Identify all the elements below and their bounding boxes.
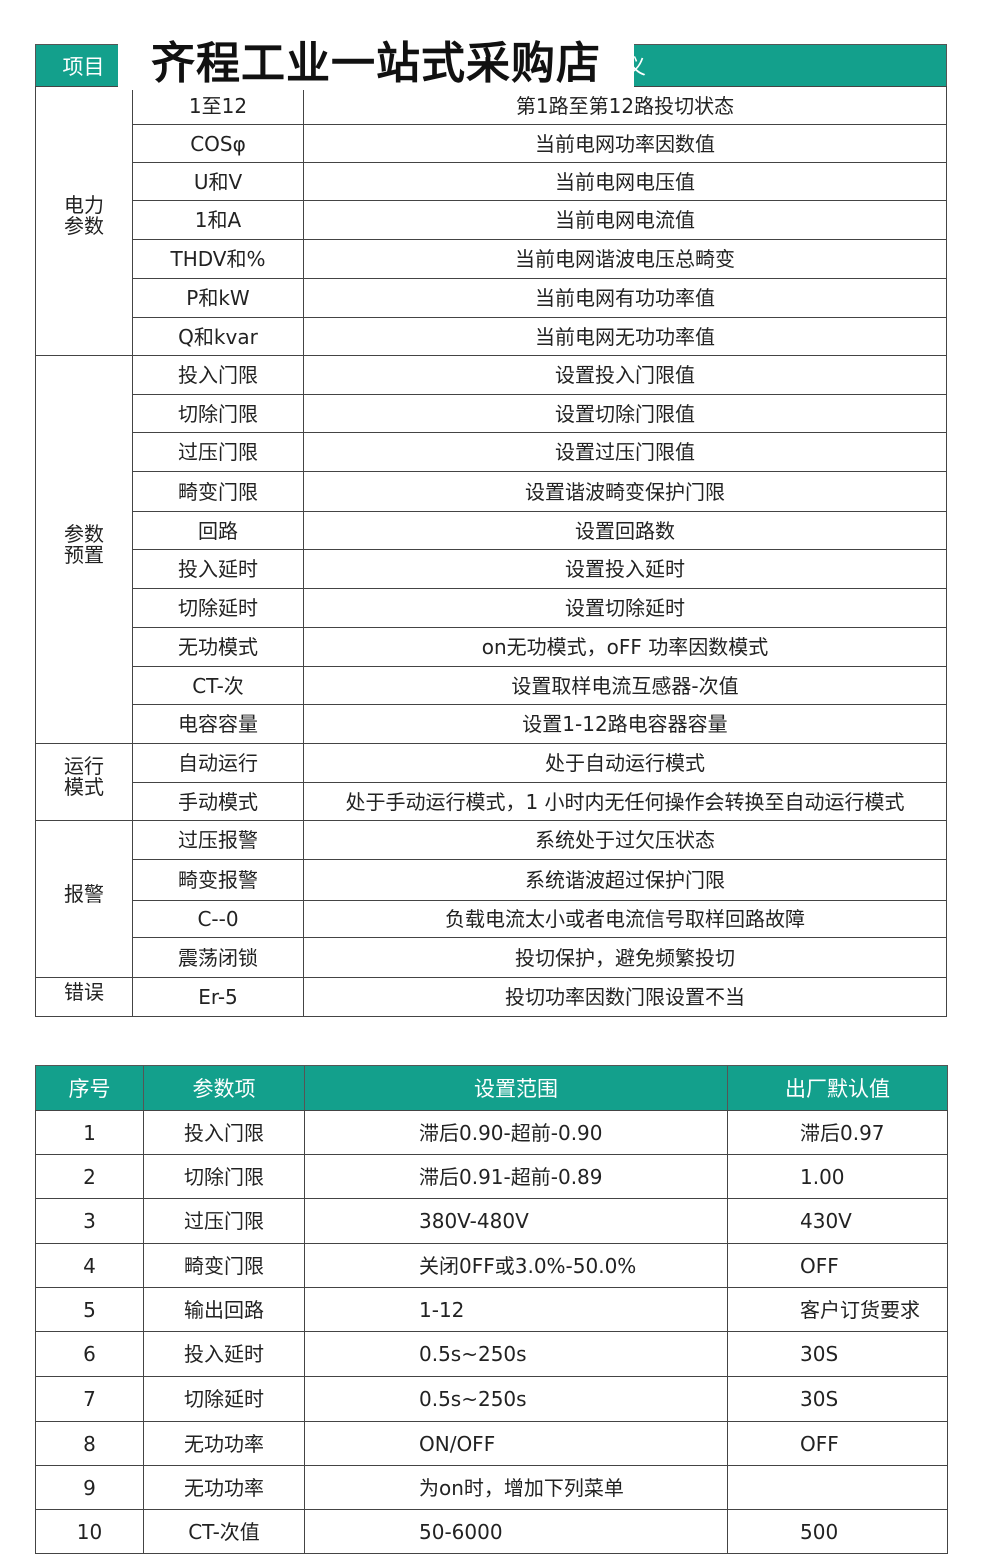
meaning-cell: 设置谐波畸变保护门限 (303, 471, 947, 512)
parameter-cell: 投入门限 (143, 1110, 305, 1155)
meaning-cell: 投切保护，避免频繁投切 (303, 937, 947, 978)
default-cell: 500 (727, 1509, 948, 1554)
index-cell: 2 (35, 1154, 144, 1199)
item-cell: C--0 (132, 900, 304, 938)
item-cell: P和kW (132, 278, 304, 318)
item-cell: 切除延时 (132, 588, 304, 628)
parameter-cell: 畸变门限 (143, 1243, 305, 1288)
item-cell: 投入门限 (132, 355, 304, 395)
default-cell: OFF (727, 1421, 948, 1466)
index-cell: 4 (35, 1243, 144, 1288)
parameter-cell: 切除延时 (143, 1376, 305, 1422)
meaning-cell: 投切功率因数门限设置不当 (303, 977, 947, 1017)
item-cell: 自动运行 (132, 743, 304, 783)
group-label: 电力 参数 (35, 86, 133, 356)
store-title-watermark: 齐程工业一站式采购店 (118, 28, 634, 90)
item-cell: CT-次 (132, 666, 304, 705)
index-cell: 6 (35, 1331, 144, 1377)
index-cell: 10 (35, 1509, 144, 1554)
item-cell: 1至12 (132, 86, 304, 125)
parameter-cell: 无功功率 (143, 1421, 305, 1466)
meaning-cell: 系统谐波超过保护门限 (303, 859, 947, 901)
parameter-cell: 切除门限 (143, 1154, 305, 1199)
meaning-cell: 设置投入门限值 (303, 355, 947, 395)
meaning-cell: 设置过压门限值 (303, 432, 947, 472)
header-col-3: 出厂默认值 (727, 1065, 948, 1111)
parameter-cell: 投入延时 (143, 1331, 305, 1377)
index-cell: 3 (35, 1198, 144, 1244)
meaning-cell: 设置切除延时 (303, 588, 947, 628)
meaning-cell: 当前电网有功功率值 (303, 278, 947, 318)
item-cell: Q和kvar (132, 317, 304, 356)
header-col-2: 设置范围 (304, 1065, 728, 1111)
meaning-cell: 当前电网电压值 (303, 162, 947, 201)
item-cell: 投入延时 (132, 549, 304, 589)
meaning-cell: on无功模式，oFF 功率因数模式 (303, 627, 947, 667)
default-cell: OFF (727, 1243, 948, 1288)
item-cell: 电容容量 (132, 704, 304, 744)
range-cell: 为on时，增加下列菜单 (304, 1465, 728, 1510)
range-cell: 50-6000 (304, 1509, 728, 1554)
group-label: 错误 (35, 977, 133, 1017)
item-cell: 过压门限 (132, 432, 304, 472)
default-cell: 30S (727, 1331, 948, 1377)
default-cell: 1.00 (727, 1154, 948, 1199)
parameter-cell: 输出回路 (143, 1287, 305, 1332)
default-cell: 滞后0.97 (727, 1110, 948, 1155)
item-cell: 回路 (132, 511, 304, 550)
item-cell: 无功模式 (132, 627, 304, 667)
item-cell: THDV和% (132, 239, 304, 279)
default-cell: 430V (727, 1198, 948, 1244)
group-label: 运行 模式 (35, 743, 133, 821)
meaning-cell: 设置1-12路电容器容量 (303, 704, 947, 744)
index-cell: 8 (35, 1421, 144, 1466)
meaning-cell: 设置回路数 (303, 511, 947, 550)
parameter-cell: CT-次值 (143, 1509, 305, 1554)
meaning-cell: 当前电网谐波电压总畸变 (303, 239, 947, 279)
index-cell: 7 (35, 1376, 144, 1422)
meaning-cell: 设置投入延时 (303, 549, 947, 589)
meaning-cell: 当前电网电流值 (303, 200, 947, 240)
item-cell: 震荡闭锁 (132, 937, 304, 978)
meaning-cell: 处于自动运行模式 (303, 743, 947, 783)
parameter-cell: 无功功率 (143, 1465, 305, 1510)
meaning-cell: 负载电流太小或者电流信号取样回路故障 (303, 900, 947, 938)
meaning-cell: 当前电网无功功率值 (303, 317, 947, 356)
range-cell: 滞后0.91-超前-0.89 (304, 1154, 728, 1199)
index-cell: 5 (35, 1287, 144, 1332)
group-label: 参数 预置 (35, 355, 133, 744)
index-cell: 9 (35, 1465, 144, 1510)
meaning-cell: 设置取样电流互感器-次值 (303, 666, 947, 705)
header-col-0: 序号 (35, 1065, 144, 1111)
meaning-cell: 当前电网功率因数值 (303, 124, 947, 163)
meaning-cell: 处于手动运行模式，1 小时内无任何操作会转换至自动运行模式 (303, 782, 947, 821)
item-cell: 畸变报警 (132, 859, 304, 901)
default-cell: 客户订货要求 (727, 1287, 948, 1332)
range-cell: 0.5s~250s (304, 1331, 728, 1377)
meaning-cell: 设置切除门限值 (303, 394, 947, 433)
range-cell: 1-12 (304, 1287, 728, 1332)
item-cell: 手动模式 (132, 782, 304, 821)
parameter-cell: 过压门限 (143, 1198, 305, 1244)
item-cell: 切除门限 (132, 394, 304, 433)
group-label: 报警 (35, 820, 133, 978)
item-cell: U和V (132, 162, 304, 201)
range-cell: ON/OFF (304, 1421, 728, 1466)
range-cell: 0.5s~250s (304, 1376, 728, 1422)
item-cell: 畸变门限 (132, 471, 304, 512)
meaning-cell: 系统处于过欠压状态 (303, 820, 947, 860)
item-cell: 1和A (132, 200, 304, 240)
header-item: 项目 (35, 44, 132, 87)
header-col-1: 参数项 (143, 1065, 305, 1111)
range-cell: 380V-480V (304, 1198, 728, 1244)
default-cell (727, 1465, 948, 1510)
item-cell: Er-5 (132, 977, 304, 1017)
range-cell: 关闭0FF或3.0%-50.0% (304, 1243, 728, 1288)
meaning-cell: 第1路至第12路投切状态 (303, 86, 947, 125)
item-cell: COSφ (132, 124, 304, 163)
range-cell: 滞后0.90-超前-0.90 (304, 1110, 728, 1155)
item-cell: 过压报警 (132, 820, 304, 860)
index-cell: 1 (35, 1110, 144, 1155)
default-cell: 30S (727, 1376, 948, 1422)
